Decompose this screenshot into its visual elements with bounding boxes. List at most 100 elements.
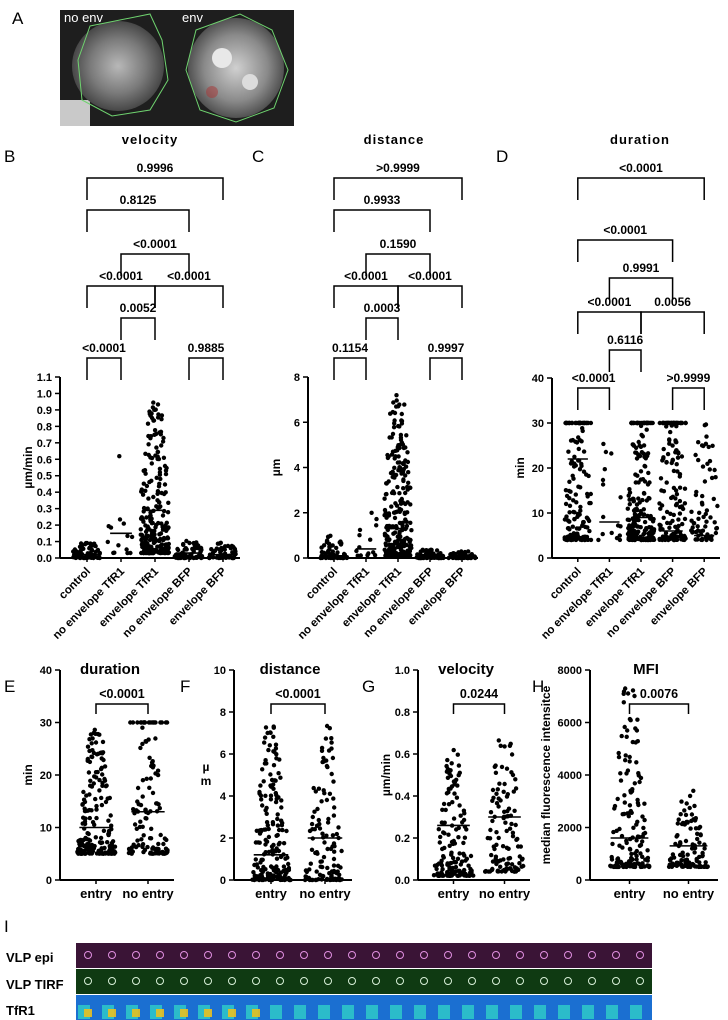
vlp-circle-marker bbox=[252, 951, 260, 959]
data-point bbox=[395, 544, 401, 549]
data-point bbox=[515, 844, 521, 849]
data-point bbox=[357, 533, 362, 538]
tfr1-hotspot bbox=[180, 1009, 188, 1017]
data-point bbox=[630, 442, 635, 447]
data-point bbox=[632, 534, 637, 540]
data-point bbox=[321, 854, 327, 860]
y-axis-label: µm bbox=[269, 459, 283, 477]
data-point bbox=[621, 691, 626, 696]
data-point bbox=[82, 819, 88, 824]
data-point bbox=[308, 861, 313, 866]
data-point bbox=[209, 547, 214, 552]
data-point bbox=[267, 743, 272, 748]
data-point bbox=[217, 547, 222, 552]
tfr1-signal bbox=[414, 1005, 426, 1019]
y-tick-label: 10 bbox=[40, 823, 52, 835]
data-point bbox=[316, 877, 321, 882]
significance-bracket bbox=[429, 357, 463, 380]
panel-label-a: A bbox=[12, 9, 24, 28]
data-point bbox=[310, 814, 315, 820]
data-point bbox=[157, 544, 162, 549]
significance-bracket bbox=[628, 703, 690, 714]
data-point bbox=[618, 778, 624, 783]
data-point bbox=[408, 520, 413, 525]
data-point bbox=[88, 555, 94, 560]
data-point bbox=[368, 537, 373, 542]
data-point bbox=[634, 450, 639, 455]
filmstrip-tile bbox=[556, 969, 580, 994]
data-point bbox=[147, 785, 152, 790]
data-point bbox=[139, 837, 144, 842]
charts: 0.0 0.1 0.2 0.3 0.4 0.5 0.6 0.7 0.8 0.9 1.0 1.1 µm/m… bbox=[21, 132, 720, 901]
data-point bbox=[141, 481, 146, 486]
data-point bbox=[149, 851, 155, 856]
data-point bbox=[603, 449, 609, 455]
y-tick-label: 8 bbox=[294, 372, 300, 384]
data-point bbox=[632, 511, 638, 517]
data-point bbox=[87, 844, 93, 849]
tfr1-signal bbox=[390, 1005, 402, 1019]
data-point bbox=[644, 427, 649, 432]
data-point bbox=[679, 454, 685, 459]
data-point bbox=[503, 869, 508, 874]
data-point bbox=[491, 844, 496, 849]
data-point bbox=[671, 468, 677, 474]
data-point bbox=[635, 739, 640, 744]
y-tick-label: 4000 bbox=[558, 770, 582, 782]
data-point bbox=[438, 555, 444, 561]
data-point bbox=[251, 870, 256, 875]
tfr1-hotspot bbox=[252, 1009, 260, 1017]
data-point bbox=[327, 791, 333, 796]
y-tick-label: 0.7 bbox=[37, 438, 52, 450]
data-point bbox=[406, 537, 411, 542]
data-point bbox=[501, 789, 506, 794]
data-point bbox=[642, 817, 647, 823]
data-point bbox=[89, 547, 94, 552]
data-point bbox=[456, 763, 462, 768]
data-point bbox=[627, 502, 632, 507]
data-point bbox=[271, 725, 276, 730]
data-point bbox=[506, 846, 511, 851]
data-point bbox=[457, 851, 462, 856]
chart-title: MFI bbox=[633, 661, 659, 678]
data-point bbox=[278, 775, 283, 780]
data-point bbox=[642, 519, 648, 525]
data-point bbox=[161, 455, 167, 460]
data-point bbox=[279, 823, 285, 828]
data-point bbox=[627, 716, 633, 722]
data-point bbox=[402, 402, 407, 407]
data-point bbox=[268, 864, 274, 869]
data-point bbox=[629, 851, 634, 857]
vlp-circle-marker bbox=[108, 951, 116, 959]
data-point bbox=[166, 550, 171, 555]
data-point bbox=[588, 420, 594, 426]
y-tick-label: 8 bbox=[220, 707, 226, 719]
data-point bbox=[712, 467, 717, 473]
data-point bbox=[627, 497, 632, 502]
data-point bbox=[711, 496, 716, 502]
data-point bbox=[488, 810, 494, 815]
data-point bbox=[385, 452, 390, 458]
data-point bbox=[325, 865, 330, 871]
data-point bbox=[506, 856, 511, 861]
data-point bbox=[698, 833, 703, 838]
data-point bbox=[639, 511, 644, 516]
data-point bbox=[642, 463, 647, 469]
data-point bbox=[271, 868, 277, 873]
data-point bbox=[712, 520, 717, 525]
data-point bbox=[574, 532, 579, 537]
vlp-circle-marker bbox=[228, 977, 236, 985]
y-tick-label: 0.2 bbox=[395, 833, 410, 845]
data-point bbox=[260, 857, 265, 862]
significance-bracket bbox=[333, 209, 431, 232]
data-point bbox=[403, 473, 408, 478]
data-point bbox=[650, 519, 656, 524]
data-point bbox=[261, 779, 266, 784]
y-tick-label: 6 bbox=[294, 417, 300, 429]
data-point bbox=[574, 500, 579, 505]
data-point bbox=[628, 847, 633, 852]
data-point bbox=[679, 799, 684, 804]
data-point bbox=[260, 869, 265, 874]
vlp-circle-marker bbox=[540, 951, 548, 959]
vlp-circle-marker bbox=[396, 951, 404, 959]
